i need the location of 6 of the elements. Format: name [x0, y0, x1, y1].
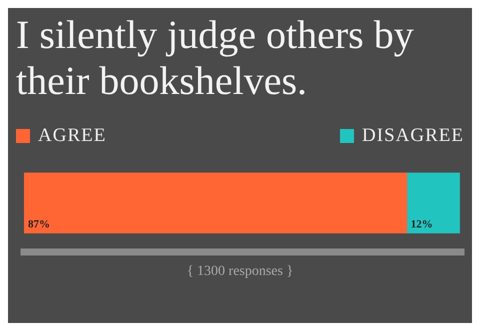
- data-label: 87%: [28, 218, 50, 230]
- legend-label: DISAGREE: [362, 125, 464, 147]
- text: { 1300 responses }: [186, 264, 294, 280]
- legend-label: AGREE: [38, 125, 106, 147]
- data-label: 12%: [410, 218, 433, 230]
- chart-title: I silently judge others by their bookshelves.: [15, 11, 415, 105]
